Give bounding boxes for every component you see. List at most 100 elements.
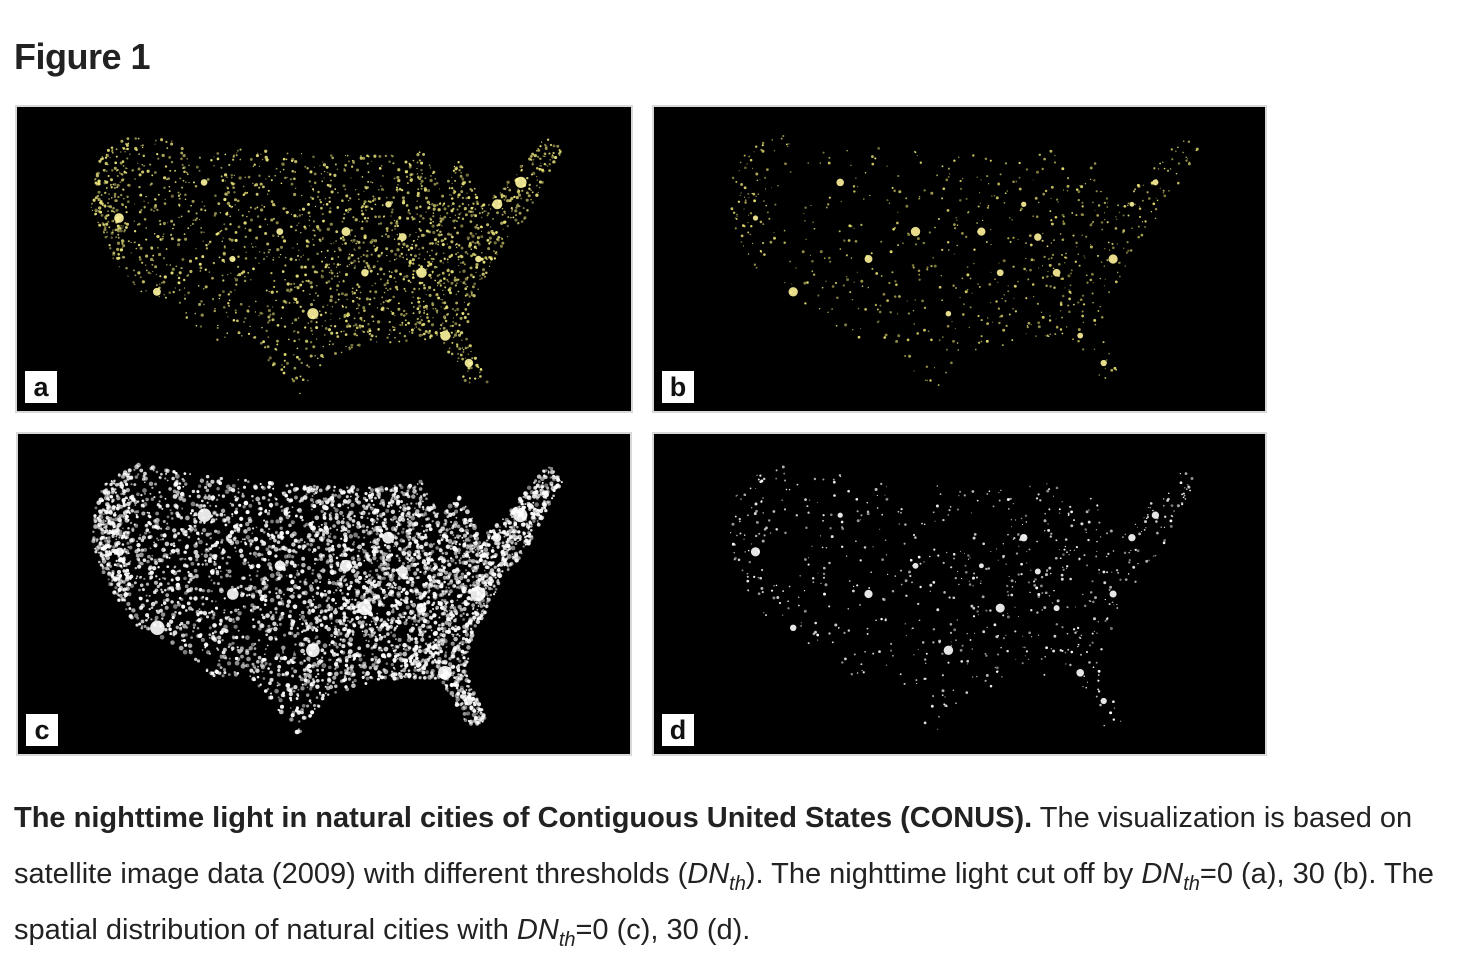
light-dot xyxy=(893,226,897,230)
light-dot xyxy=(450,641,455,646)
light-dot xyxy=(451,308,455,311)
light-dot xyxy=(748,197,750,199)
light-dot xyxy=(435,252,438,255)
light-dot xyxy=(459,607,464,612)
light-dot xyxy=(286,282,290,286)
light-dot xyxy=(474,241,477,245)
light-dot xyxy=(530,156,533,158)
light-dot xyxy=(986,206,989,209)
light-dot xyxy=(195,503,199,507)
light-dot xyxy=(874,303,878,307)
light-dot xyxy=(1154,208,1158,211)
light-dot xyxy=(127,142,130,145)
light-dot xyxy=(172,223,176,226)
light-dot xyxy=(783,229,786,232)
light-dot xyxy=(414,640,419,645)
light-dot xyxy=(444,651,447,654)
light-dot xyxy=(981,219,984,222)
light-dot xyxy=(282,651,285,654)
light-dot xyxy=(127,499,130,501)
light-dot xyxy=(1096,214,1099,217)
light-dot xyxy=(486,597,491,602)
light-dot xyxy=(485,380,489,384)
light-dot xyxy=(439,534,442,537)
light-dot xyxy=(860,279,864,283)
light-dot xyxy=(1056,198,1059,201)
light-dot xyxy=(208,636,211,639)
light-dot xyxy=(518,205,521,208)
light-dot xyxy=(402,309,406,313)
light-dot xyxy=(272,306,274,308)
light-dot xyxy=(127,468,132,473)
light-dot xyxy=(100,530,105,535)
light-dot xyxy=(429,610,433,613)
light-dot xyxy=(523,216,527,220)
light-dot xyxy=(386,336,389,339)
light-dot xyxy=(159,223,162,226)
light-dot xyxy=(427,289,429,291)
light-dot xyxy=(520,169,523,172)
light-dot xyxy=(788,143,790,145)
light-dot xyxy=(448,527,451,530)
light-dot xyxy=(753,151,755,153)
light-dot xyxy=(422,322,426,326)
light-dot xyxy=(378,154,382,158)
light-dot xyxy=(1171,158,1174,161)
light-dot xyxy=(289,500,292,503)
light-dot xyxy=(514,209,518,213)
light-dot xyxy=(1012,265,1015,268)
light-dot xyxy=(184,193,187,197)
light-dot xyxy=(101,156,103,158)
light-dot xyxy=(377,197,381,200)
light-dot xyxy=(426,316,429,319)
light-dot xyxy=(328,210,332,214)
light-dot xyxy=(493,250,495,252)
light-dot xyxy=(142,558,147,562)
light-dot xyxy=(170,271,174,275)
light-dot xyxy=(315,338,318,340)
light-dot xyxy=(997,281,999,283)
light-dot xyxy=(1114,227,1118,230)
light-dot xyxy=(252,267,255,271)
light-dot xyxy=(237,608,240,611)
light-dot xyxy=(510,545,516,551)
light-dot xyxy=(418,177,422,181)
light-dot xyxy=(744,166,747,170)
light-dot xyxy=(320,696,325,701)
light-dot xyxy=(459,614,463,618)
light-dot xyxy=(532,159,535,161)
light-dot xyxy=(1069,284,1072,287)
light-dot xyxy=(169,264,172,266)
light-dot xyxy=(293,282,296,285)
light-dot xyxy=(1012,307,1014,310)
light-dot xyxy=(248,210,250,213)
light-dot xyxy=(199,218,201,220)
light-dot xyxy=(176,513,181,518)
light-dot xyxy=(852,185,856,188)
light-dot xyxy=(184,237,188,241)
city-glow xyxy=(440,330,451,341)
light-dot xyxy=(1038,153,1041,156)
light-dot xyxy=(223,609,226,612)
light-dot xyxy=(1066,176,1070,180)
light-dot xyxy=(738,170,740,172)
light-dot xyxy=(121,227,124,229)
light-dot xyxy=(111,146,114,149)
light-dot xyxy=(402,651,408,657)
light-dot xyxy=(233,174,235,176)
light-dot xyxy=(98,206,102,210)
light-dot xyxy=(369,269,373,273)
light-dot xyxy=(1072,303,1075,306)
light-dot xyxy=(196,626,200,630)
light-dot xyxy=(389,221,393,225)
light-dot xyxy=(339,510,344,515)
light-dot xyxy=(324,256,327,259)
light-dot xyxy=(511,210,513,212)
light-dot xyxy=(417,649,422,654)
light-dot xyxy=(362,259,366,263)
light-dot xyxy=(277,235,280,237)
light-dot xyxy=(1099,277,1102,280)
light-dot xyxy=(164,477,167,480)
light-dot xyxy=(390,617,395,622)
light-dot xyxy=(311,608,315,612)
